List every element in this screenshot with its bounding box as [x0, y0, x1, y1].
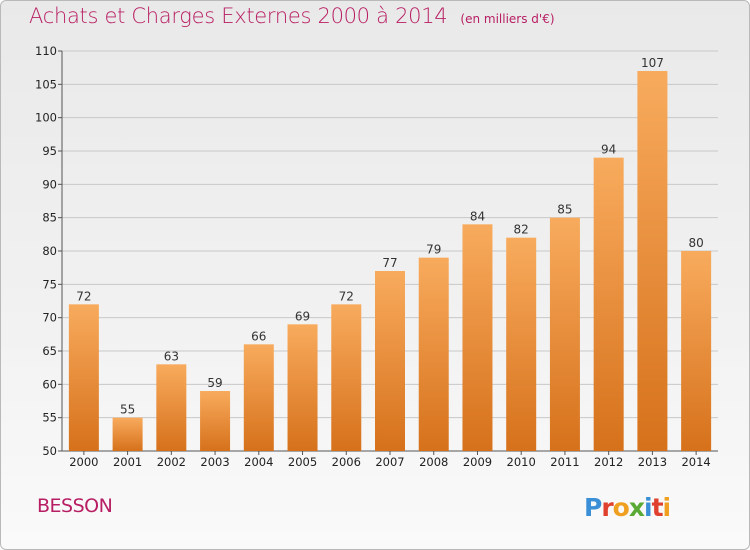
y-tick-label: 55	[42, 411, 57, 425]
data-label: 66	[251, 329, 266, 343]
bar	[375, 271, 405, 451]
data-label: 69	[295, 309, 310, 323]
x-tick-label: 2012	[594, 455, 623, 469]
bar	[331, 304, 362, 451]
proxiti-logo: Proxiti	[584, 493, 671, 522]
data-label: 94	[601, 143, 616, 157]
data-label: 55	[120, 403, 135, 417]
x-tick-label: 2003	[200, 455, 229, 469]
bar	[418, 257, 449, 451]
x-tick-label: 2010	[507, 455, 536, 469]
data-label: 84	[470, 209, 485, 223]
data-label: 82	[514, 223, 529, 237]
y-tick-label: 75	[42, 277, 57, 291]
bar	[681, 251, 712, 451]
y-tick-label: 85	[42, 211, 57, 225]
data-label: 80	[688, 236, 703, 250]
bar	[637, 71, 668, 451]
chart-title: Achats et Charges Externes 2000 à 2014	[29, 4, 448, 28]
y-tick-label: 80	[42, 244, 57, 258]
data-label: 77	[382, 256, 397, 270]
x-tick-label: 2000	[69, 455, 98, 469]
bar	[68, 304, 99, 451]
x-tick-label: 2014	[681, 455, 710, 469]
y-tick-label: 50	[42, 444, 57, 458]
bar	[462, 224, 493, 451]
y-tick-label: 65	[42, 344, 57, 358]
bar	[593, 157, 624, 451]
data-label: 107	[641, 56, 664, 70]
x-tick-label: 2005	[288, 455, 317, 469]
town-name: BESSON	[37, 495, 113, 517]
y-tick-label: 60	[42, 377, 57, 391]
data-label: 79	[426, 243, 441, 257]
bar	[549, 217, 580, 451]
bar	[112, 417, 143, 451]
x-tick-label: 2001	[113, 455, 142, 469]
bar	[243, 344, 274, 451]
y-tick-label: 105	[35, 77, 57, 91]
y-tick-label: 95	[42, 144, 57, 158]
y-tick-label: 70	[42, 311, 57, 325]
bar	[287, 324, 318, 451]
data-label: 72	[339, 289, 354, 303]
bar	[506, 237, 537, 451]
x-tick-label: 2004	[244, 455, 273, 469]
y-tick-label: 90	[42, 177, 57, 191]
svg-text:Proxiti: Proxiti	[584, 493, 670, 522]
chart-unit: (en milliers d'€)	[460, 12, 555, 26]
x-tick-label: 2011	[550, 455, 579, 469]
bar	[156, 364, 187, 451]
bar	[200, 391, 231, 451]
data-label: 59	[207, 376, 222, 390]
x-tick-label: 2013	[638, 455, 667, 469]
x-tick-label: 2006	[332, 455, 361, 469]
x-tick-label: 2008	[419, 455, 448, 469]
x-tick-label: 2007	[375, 455, 404, 469]
y-tick-label: 110	[35, 44, 57, 58]
x-tick-label: 2002	[157, 455, 186, 469]
x-tick-label: 2009	[463, 455, 492, 469]
data-label: 63	[164, 349, 179, 363]
y-tick-label: 100	[35, 111, 57, 125]
data-label: 85	[557, 203, 572, 217]
chart-title-block: Achats et Charges Externes 2000 à 2014 (…	[29, 4, 555, 28]
data-label: 72	[76, 289, 91, 303]
